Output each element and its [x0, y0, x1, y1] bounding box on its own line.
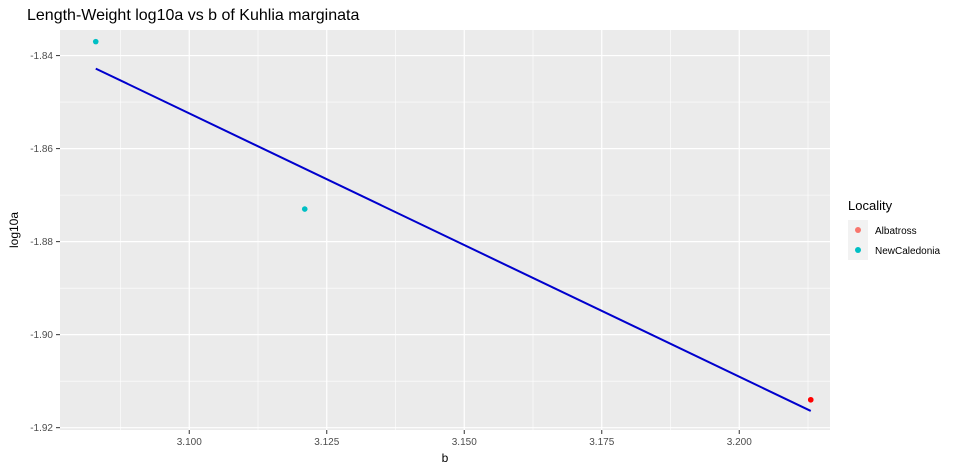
y-tick-label: -1.92 [30, 423, 53, 434]
x-tick-label: 3.100 [177, 437, 202, 448]
data-points [92, 38, 814, 403]
legend: Locality Albatross NewCaledonia [848, 198, 940, 260]
data-point-highlight [807, 396, 814, 403]
x-tick-label: 3.150 [452, 437, 477, 448]
x-tick-label: 3.175 [589, 437, 614, 448]
x-tick-label: 3.200 [727, 437, 752, 448]
legend-label-albatross: Albatross [875, 226, 917, 237]
y-tick-label: -1.90 [30, 330, 53, 341]
regression-line [95, 67, 812, 412]
grid-minor [60, 30, 830, 430]
legend-label-newcaledonia: NewCaledonia [875, 246, 940, 257]
chart-title: Length-Weight log10a vs b of Kuhlia marg… [27, 7, 359, 24]
legend-title: Locality [848, 198, 893, 213]
data-point-newcaledonia [301, 206, 308, 212]
x-axis-title: b [442, 451, 449, 465]
plot-panel [60, 30, 830, 430]
x-tick-label: 3.125 [314, 437, 339, 448]
y-tick-label: -1.86 [30, 144, 53, 155]
grid-major [60, 30, 830, 430]
legend-swatch-albatross [855, 227, 861, 233]
regression-line-group [95, 67, 812, 412]
data-point-newcaledonia [92, 38, 99, 45]
y-tick-label: -1.88 [30, 237, 53, 248]
legend-swatch-newcaledonia [855, 247, 861, 253]
y-tick-label: -1.84 [30, 51, 53, 62]
x-axis: 3.100 3.125 3.150 3.175 3.200 [177, 430, 752, 448]
y-axis-title: log10a [7, 212, 21, 248]
y-axis: -1.84 -1.86 -1.88 -1.90 -1.92 [30, 51, 60, 434]
